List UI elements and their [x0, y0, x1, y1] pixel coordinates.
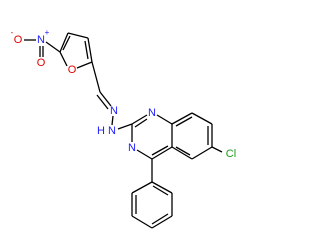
atom-labels: O - N + O O N N H N N Cl: [11, 28, 237, 160]
atom-label: O: [14, 34, 23, 46]
atom-label: N: [37, 34, 45, 46]
atom-label: N: [148, 107, 156, 119]
atom-label: Cl: [226, 148, 236, 160]
charge: +: [45, 28, 50, 37]
molecule-diagram: O - N + O O N N H N N Cl: [11, 28, 237, 229]
bonds: [24, 32, 223, 229]
atom-label: O: [68, 64, 77, 76]
charge: -: [11, 28, 14, 37]
atom-label: O: [37, 57, 46, 69]
atom-label: N: [108, 125, 116, 137]
atom-label: N: [128, 142, 136, 154]
hydrogen-label: H: [97, 125, 105, 137]
atom-label: N: [110, 105, 118, 117]
